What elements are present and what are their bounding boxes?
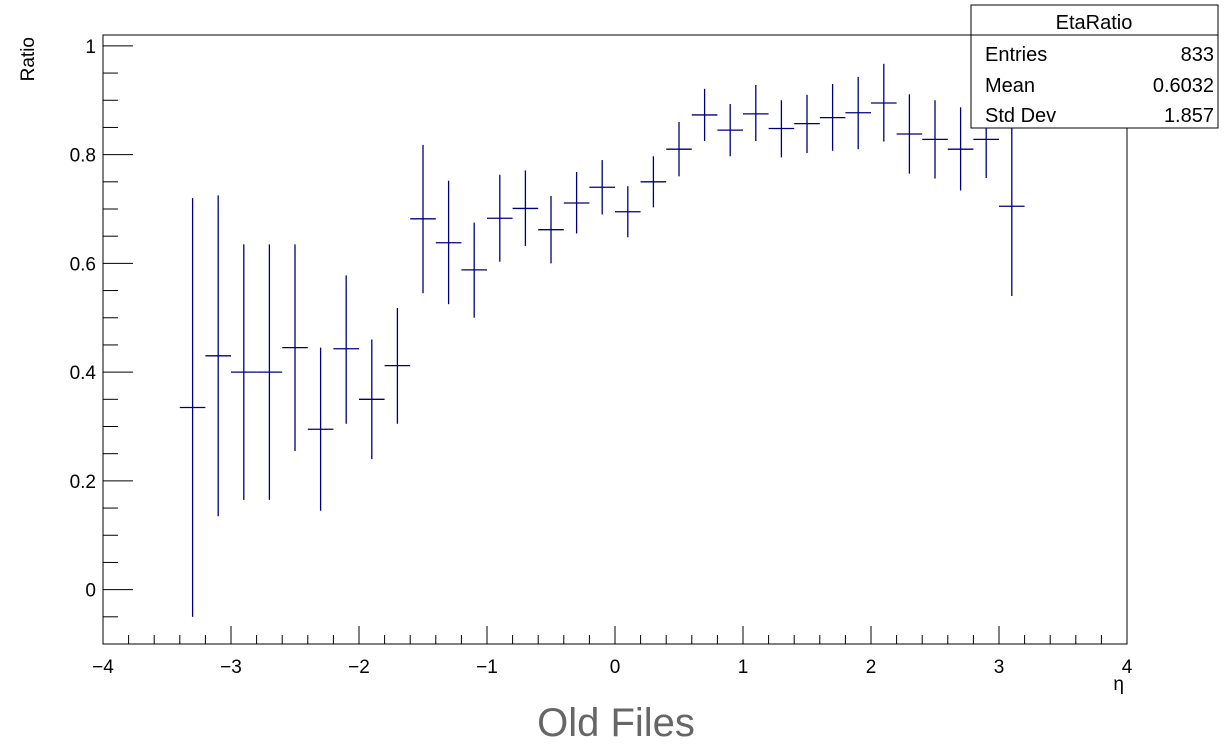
- data-point: [640, 156, 667, 208]
- data-point: [743, 85, 769, 142]
- data-point: [819, 83, 846, 151]
- y-tick-label: 0: [85, 581, 96, 602]
- data-point: [256, 244, 283, 500]
- data-point: [896, 94, 923, 174]
- data-point: [717, 104, 743, 157]
- data-point: [179, 198, 206, 617]
- stats-mean-value: 0.6032: [1153, 75, 1214, 97]
- x-axis-tick-labels: −4 −3 −2 −1 0 1 2 3 4: [92, 657, 1133, 678]
- data-point: [435, 180, 462, 305]
- data-point: [282, 244, 308, 451]
- data-point: [538, 195, 564, 264]
- x-tick-label: 0: [610, 657, 621, 678]
- data-point: [384, 307, 411, 424]
- x-tick-label: 2: [866, 657, 877, 678]
- y-axis-title: Ratio: [18, 37, 39, 81]
- data-point: [487, 174, 513, 262]
- data-point: [333, 275, 359, 424]
- stats-entries-value: 833: [1181, 44, 1214, 66]
- stats-entries-label: Entries: [985, 44, 1047, 66]
- data-point: [794, 94, 820, 153]
- data-point: [307, 347, 334, 511]
- data-point: [691, 88, 718, 142]
- data-point: [871, 63, 897, 142]
- stats-stddev-value: 1.857: [1164, 105, 1214, 127]
- y-tick-label: 0.4: [70, 363, 97, 384]
- caption: Old Files: [537, 701, 695, 745]
- data-point: [512, 170, 539, 246]
- data-point: [205, 195, 231, 517]
- data-point: [461, 222, 487, 318]
- data-point: [615, 186, 641, 238]
- y-axis-tick-labels: 0 0.2 0.4 0.6 0.8 1: [70, 37, 97, 602]
- stats-box-frame: [970, 4, 1219, 129]
- x-tick-label: 4: [1122, 657, 1133, 678]
- data-point: [845, 76, 871, 150]
- x-axis-ticks: [102, 626, 1128, 644]
- y-tick-label: 0.8: [70, 146, 96, 167]
- x-tick-label: −2: [348, 657, 370, 678]
- x-tick-label: −4: [92, 657, 114, 678]
- stats-stddev-label: Std Dev: [985, 105, 1056, 127]
- x-tick-label: −3: [220, 657, 242, 678]
- x-tick-label: −1: [476, 657, 498, 678]
- data-point: [563, 172, 590, 234]
- x-tick-label: 1: [738, 657, 749, 678]
- x-tick-label: 3: [994, 657, 1005, 678]
- data-point: [589, 160, 615, 215]
- data-point: [999, 116, 1025, 296]
- data-point: [922, 100, 948, 179]
- data-point: [768, 100, 795, 158]
- y-tick-label: 1: [85, 37, 96, 58]
- y-tick-label: 0.6: [70, 254, 96, 275]
- data-point: [947, 107, 974, 191]
- stats-box-title: EtaRatio: [1056, 12, 1133, 34]
- stats-mean-label: Mean: [985, 75, 1035, 97]
- x-axis-title: η: [1113, 674, 1124, 695]
- data-point: [231, 244, 257, 500]
- y-axis-ticks: [103, 45, 133, 645]
- stats-box: EtaRatio Entries 833 Mean 0.6032 Std Dev…: [970, 4, 1219, 129]
- y-tick-label: 0.2: [70, 472, 96, 493]
- data-point: [359, 339, 385, 460]
- data-markers: [179, 63, 1025, 617]
- data-point: [666, 122, 692, 177]
- data-point: [410, 144, 436, 294]
